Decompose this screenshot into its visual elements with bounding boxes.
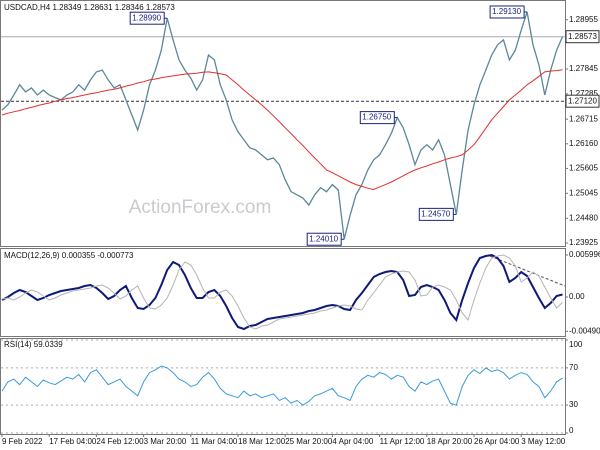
annotation-box [306,232,342,246]
x-tick-label: 4 Apr 04:00 [332,437,373,446]
y-tick-label: 1.25045 [569,188,598,197]
y-tick-label: 1.24480 [569,213,598,222]
x-tick-label: 18 Mar 12:00 [238,437,286,446]
x-tick-label: 26 Apr 04:00 [474,437,520,446]
price-label-box [565,94,600,108]
series-line [1,11,564,240]
y-tick-label: 1.25605 [569,164,598,173]
y-tick-label: 1.26715 [569,114,598,123]
y-tick-label: 1.27845 [569,64,598,73]
y-tick-label: 1.28955 [569,15,598,24]
annotation-box [418,207,454,221]
y-tick-label: 100 [569,340,583,349]
annotation-box [489,5,525,19]
annotation-label: 1.24010 [309,234,338,243]
annotation-box [129,11,165,25]
x-tick-label: 18 Apr 20:00 [427,437,473,446]
panel-title: MACD(12,26,9) 0.000355 -0.000773 [4,251,134,260]
rsi-frame [0,338,566,435]
macd-frame [0,248,566,337]
panel-title: RSI(14) 59.0339 [4,340,63,349]
watermark: ActionForex.com [129,197,272,218]
y-tick-label: 1.27285 [569,89,598,98]
y-tick-label: 70 [569,363,578,372]
y-tick-label: 0.005996 [569,250,600,259]
x-tick-label: 11 Mar 04:00 [191,437,238,446]
annotation-label: 1.28990 [132,13,161,22]
x-tick-label: 3 May 12:00 [521,437,566,446]
annotation-label: 1.29130 [492,7,521,16]
annotation-box [359,111,395,125]
y-tick-label: 30 [569,400,578,409]
x-tick-label: 24 Feb 12:00 [96,437,144,446]
series-line [1,69,563,191]
price-label: 1.27120 [568,96,597,105]
price-label: 1.28573 [568,32,597,41]
x-tick-label: 25 Mar 20:00 [285,437,333,446]
y-tick-label: 0.00 [569,292,585,301]
x-tick-label: 11 Apr 12:00 [380,437,425,446]
series-line [1,365,563,406]
x-tick-label: 9 Feb 2022 [2,437,43,446]
price-label-box [565,30,600,44]
series-line [1,254,563,330]
x-tick-label: 17 Feb 04:00 [49,437,97,446]
main-frame [0,0,566,247]
panel-title: USDCAD,H4 1.28349 1.28631 1.28346 1.2857… [4,3,175,12]
y-tick-label: 0 [569,426,574,435]
x-tick-label: 3 Mar 20:00 [144,437,187,446]
y-tick-label: -0.004901 [569,326,600,335]
annotation-label: 1.24570 [421,209,450,218]
macd-trendline [489,255,566,287]
y-tick-label: 1.26160 [569,139,598,148]
annotation-label: 1.26750 [362,113,391,122]
y-tick-label: 1.23925 [569,238,598,247]
series-line [1,253,563,331]
